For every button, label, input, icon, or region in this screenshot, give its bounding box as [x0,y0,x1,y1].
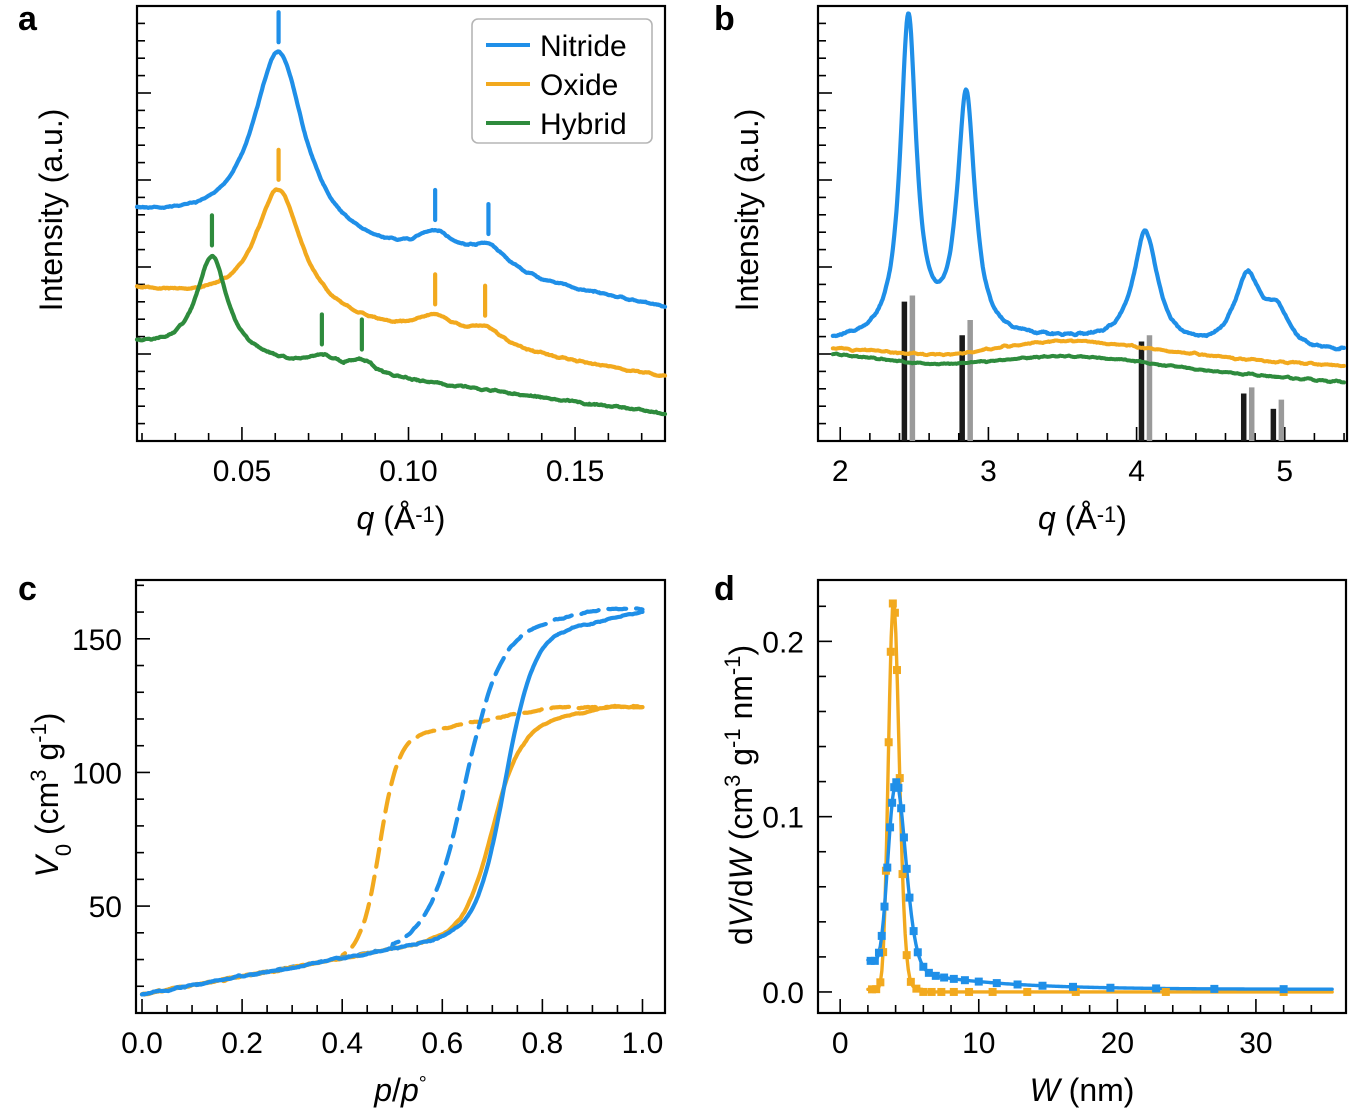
svg-text:3: 3 [980,455,997,488]
svg-text:Hybrid: Hybrid [540,108,627,141]
svg-text:dV/dW (cm3 g-1 nm-1): dV/dW (cm3 g-1 nm-1) [720,645,760,945]
svg-text:0.10: 0.10 [379,455,437,488]
svg-text:0.2: 0.2 [221,1027,263,1060]
svg-text:q (Å-1): q (Å-1) [357,500,446,536]
svg-text:W (nm): W (nm) [1030,1072,1135,1108]
svg-text:0.05: 0.05 [213,455,271,488]
svg-text:0: 0 [832,1027,849,1060]
svg-text:50: 50 [89,891,122,924]
svg-text:0.4: 0.4 [321,1027,363,1060]
svg-text:Oxide: Oxide [540,69,618,102]
svg-text:q (Å-1): q (Å-1) [1038,500,1127,536]
svg-text:0.8: 0.8 [522,1027,564,1060]
svg-text:4: 4 [1128,455,1145,488]
svg-text:Intensity (a.u.): Intensity (a.u.) [33,109,69,312]
svg-text:1.0: 1.0 [622,1027,664,1060]
svg-text:0.6: 0.6 [421,1027,463,1060]
svg-text:0.0: 0.0 [762,977,804,1010]
svg-text:10: 10 [962,1027,995,1060]
svg-text:5: 5 [1276,455,1293,488]
svg-text:2: 2 [832,455,849,488]
svg-text:Nitride: Nitride [540,30,627,63]
svg-text:0.2: 0.2 [762,626,804,659]
svg-text:30: 30 [1239,1027,1272,1060]
svg-text:20: 20 [1101,1027,1134,1060]
svg-text:150: 150 [72,624,122,657]
svg-text:0.0: 0.0 [121,1027,163,1060]
svg-text:0.15: 0.15 [546,455,604,488]
svg-text:p/p°: p/p° [373,1072,426,1108]
svg-text:Intensity (a.u.): Intensity (a.u.) [729,109,765,312]
